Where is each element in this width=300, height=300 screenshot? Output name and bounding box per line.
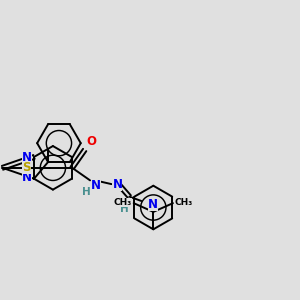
Text: N: N <box>112 178 122 190</box>
Text: N: N <box>22 152 32 164</box>
Text: N: N <box>22 171 32 184</box>
Text: N: N <box>148 198 158 211</box>
Text: CH₃: CH₃ <box>113 198 132 207</box>
Text: H: H <box>82 187 90 197</box>
Text: O: O <box>87 135 97 148</box>
Text: H: H <box>120 204 129 214</box>
Text: CH₃: CH₃ <box>175 198 193 207</box>
Text: N: N <box>91 179 101 192</box>
Text: S: S <box>22 161 31 174</box>
